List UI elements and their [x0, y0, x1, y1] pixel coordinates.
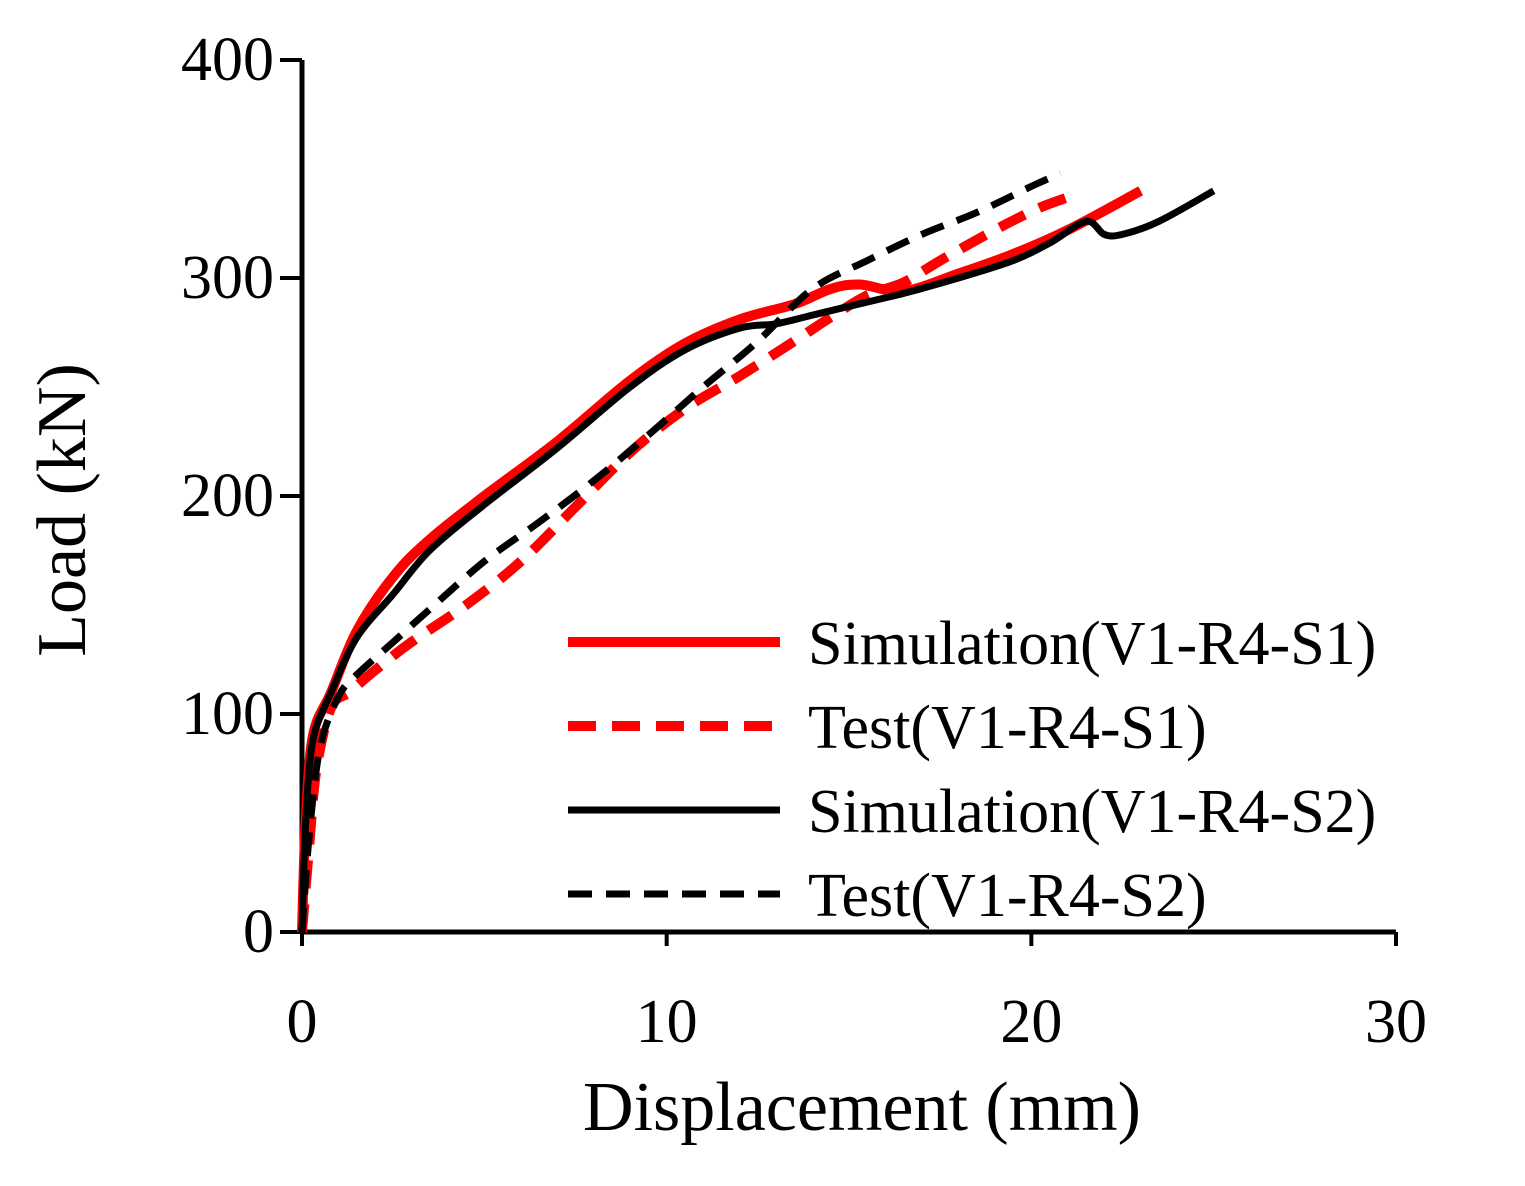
series-line-4: [298, 170, 1062, 933]
x-tick-label: 0: [287, 988, 318, 1056]
y-tick-label: 300: [181, 244, 274, 312]
y-tick-label: 100: [181, 680, 274, 748]
y-tick-label: 400: [181, 26, 274, 94]
y-tick-label: 0: [243, 898, 274, 966]
legend-label-1: Simulation(V1-R4-S1): [808, 610, 1376, 678]
y-tick-label: 200: [181, 462, 274, 530]
legend: Simulation(V1-R4-S1) Test(V1-R4-S1) Simula…: [568, 610, 1376, 930]
x-tick-label: 10: [636, 988, 698, 1056]
y-axis-title: Load (kN): [24, 363, 101, 657]
x-axis-title: Displacement (mm): [583, 1069, 1141, 1146]
legend-label-2: Test(V1-R4-S1): [808, 694, 1207, 762]
x-tick-label: 20: [1000, 988, 1062, 1056]
series-lines: [297, 170, 1216, 933]
legend-label-4: Test(V1-R4-S2): [808, 862, 1207, 930]
series-line-3: [298, 187, 1216, 933]
x-tick-label: 30: [1365, 988, 1427, 1056]
legend-label-3: Simulation(V1-R4-S2): [808, 778, 1376, 846]
